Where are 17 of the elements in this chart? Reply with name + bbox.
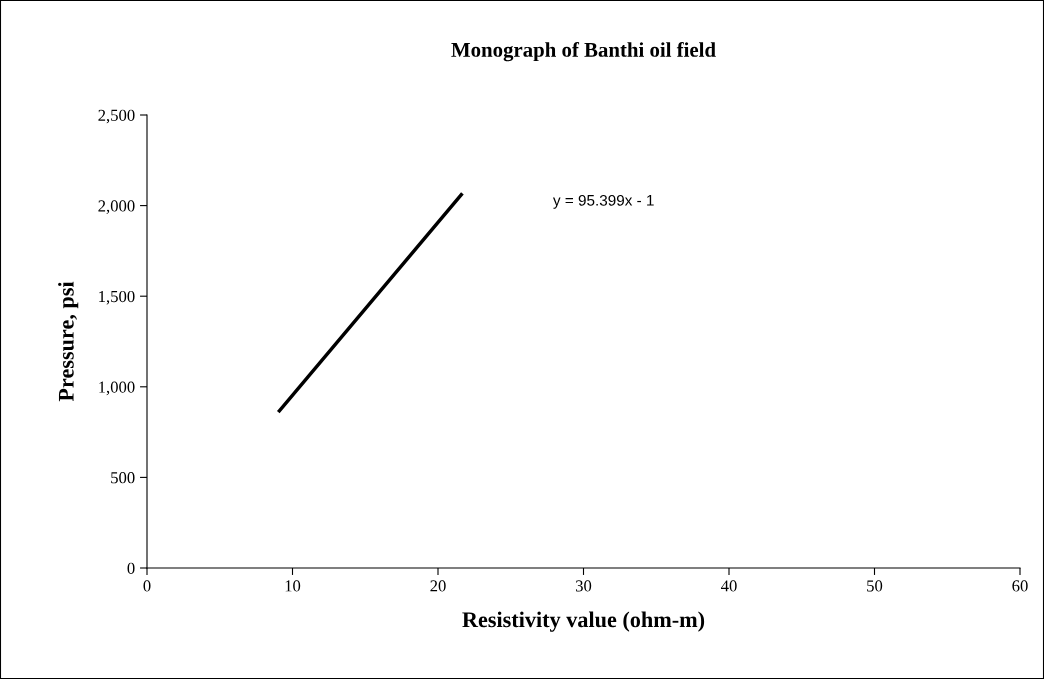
y-tick-label: 1,000: [99, 381, 135, 396]
x-tick-label: 40: [720, 580, 737, 592]
x-tick-label: 10: [285, 580, 301, 592]
y-axis-title: Pressure, psi: [58, 281, 79, 402]
annotation: y = 95.399x - 1: [552, 194, 654, 209]
y-tick-label: 2,000: [98, 200, 135, 214]
x-tick-label: 30: [575, 580, 592, 592]
x-tick-label: 60: [1012, 580, 1028, 592]
chart-title: Monograph of Banthi oil field: [451, 42, 716, 62]
y-tick-label: 0: [127, 562, 135, 574]
x-tick-label: 20: [430, 580, 446, 592]
x-tick-label: 0: [143, 580, 151, 592]
x-tick-label: 50: [867, 580, 883, 592]
y-tick-label: 1,500: [99, 290, 135, 305]
x-axis-title: Resistivity value (ohm-m): [462, 611, 705, 632]
y-tick-label: 2,500: [98, 109, 135, 124]
y-tick-label: 500: [111, 472, 135, 484]
